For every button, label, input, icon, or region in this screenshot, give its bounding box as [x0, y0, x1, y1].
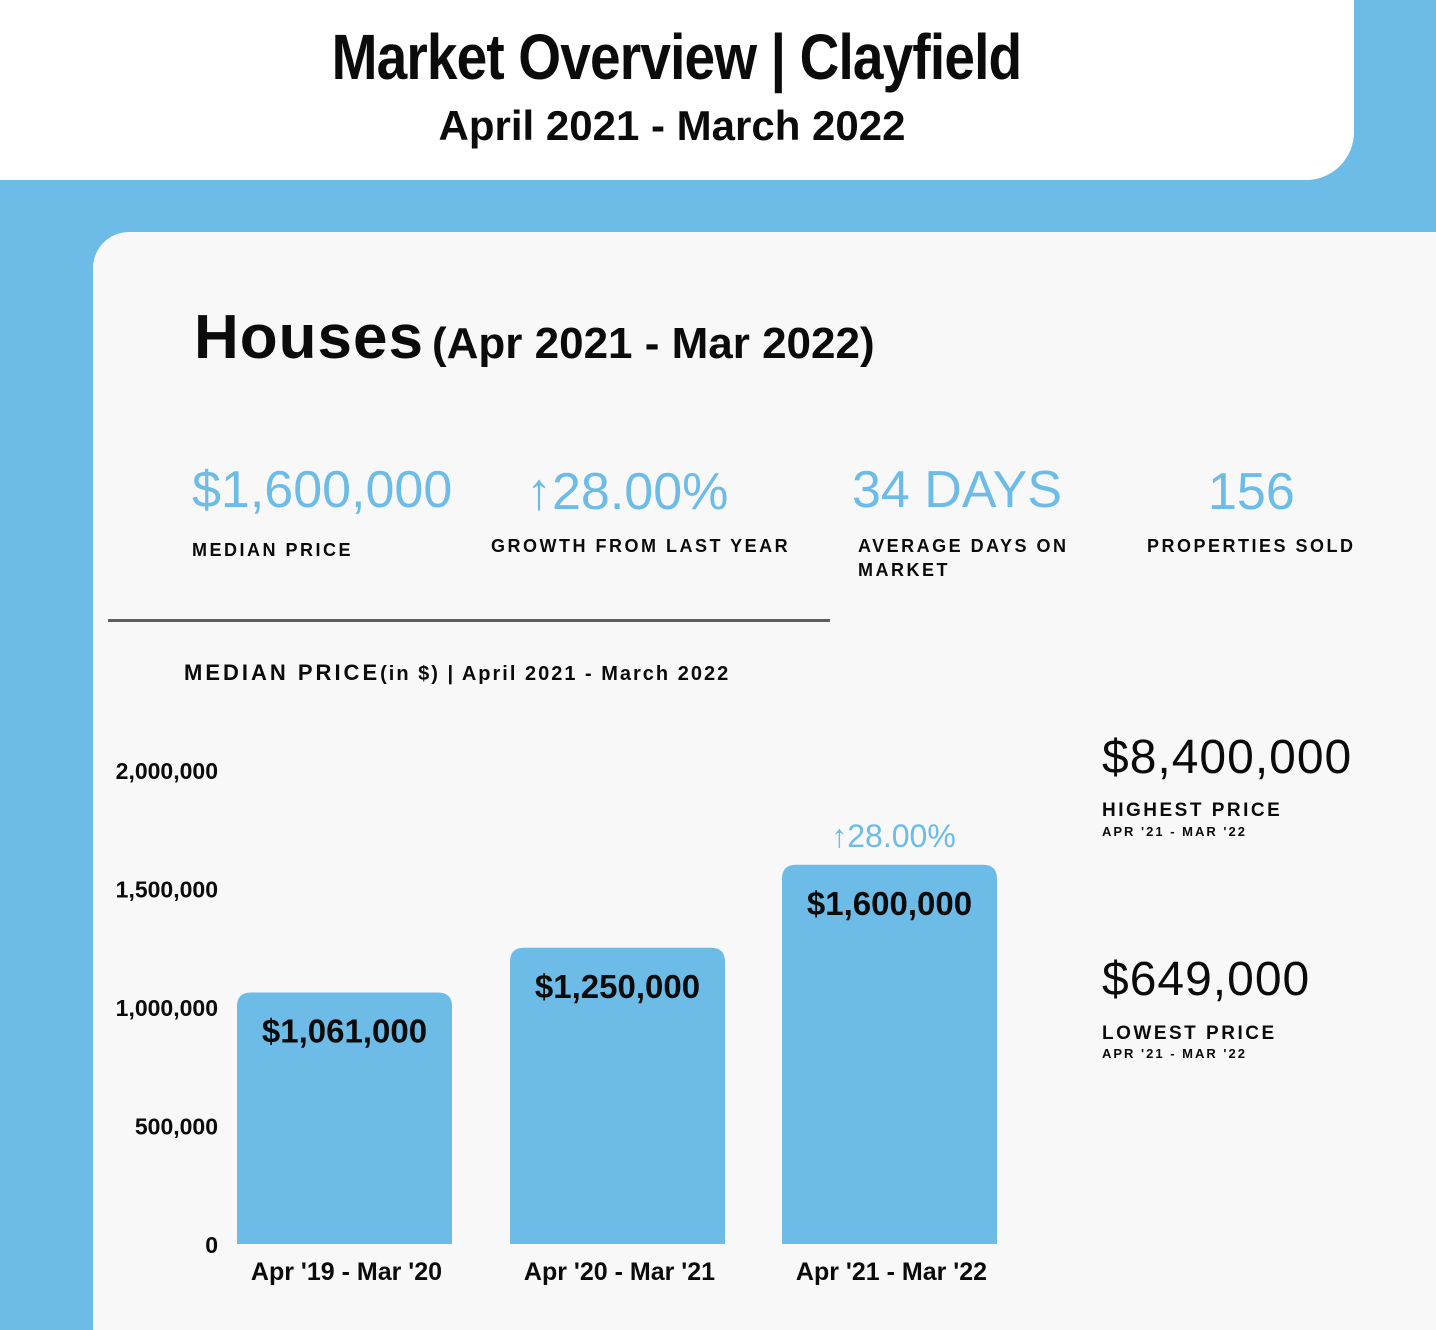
lowest-price-value: $649,000 [1102, 953, 1311, 1006]
y-tick-label: 0 [205, 1232, 218, 1258]
stat-days-label: AVERAGE DAYS ON MARKET [858, 534, 1069, 582]
highest-price-period: APR '21 - MAR '22 [1102, 824, 1247, 839]
growth-annotation: ↑28.00% [831, 818, 956, 854]
stat-growth-number: 28.00% [552, 463, 729, 521]
stat-median-price-label: MEDIAN PRICE [192, 540, 354, 560]
lowest-price-label: LOWEST PRICE [1102, 1023, 1277, 1044]
chart-caption-sub: (in $) | April 2021 - March 2022 [380, 663, 731, 685]
bar-value-label: $1,250,000 [535, 968, 700, 1005]
highest-price-value: $8,400,000 [1102, 731, 1353, 784]
section-title-main: Houses [194, 303, 424, 372]
stat-growth-value: ↑28.00% [526, 462, 728, 522]
page-subtitle: April 2021 - March 2022 [438, 102, 906, 149]
y-tick-label: 500,000 [135, 1114, 218, 1140]
stat-days-label-line1: AVERAGE DAYS ON [858, 536, 1069, 556]
y-tick-label: 1,500,000 [116, 877, 218, 903]
chart-caption: MEDIAN PRICE(in $) | April 2021 - March … [184, 660, 730, 686]
chart-caption-main: MEDIAN PRICE [184, 660, 381, 685]
section-title-period: (Apr 2021 - Mar 2022) [431, 319, 875, 368]
stat-days-value: 34 DAYS [852, 461, 1063, 519]
x-tick-label: Apr '20 - Mar '21 [524, 1258, 715, 1286]
bar-value-label: $1,600,000 [807, 885, 972, 922]
page-title: Market Overview | Clayfield [331, 21, 1023, 93]
bar [782, 864, 997, 1244]
y-tick-label: 2,000,000 [116, 758, 218, 784]
highest-price-label: HIGHEST PRICE [1102, 800, 1283, 821]
stat-days-label-line2: MARKET [858, 560, 950, 580]
divider [108, 619, 830, 622]
stat-sold-value: 156 [1208, 463, 1295, 521]
stat-sold-label: PROPERTIES SOLD [1147, 536, 1356, 556]
bar [510, 947, 725, 1244]
x-tick-label: Apr '19 - Mar '20 [251, 1258, 442, 1286]
x-tick-label: Apr '21 - Mar '22 [796, 1258, 987, 1286]
stat-median-price-value: $1,600,000 [192, 461, 453, 519]
y-tick-label: 1,000,000 [116, 995, 218, 1021]
header-card [0, 0, 1354, 180]
section-title: Houses (Apr 2021 - Mar 2022) [194, 302, 875, 373]
stat-growth-label: GROWTH FROM LAST YEAR [491, 536, 791, 556]
bar-value-label: $1,061,000 [262, 1013, 427, 1050]
arrow-up-icon: ↑ [526, 463, 552, 521]
lowest-price-period: APR '21 - MAR '22 [1102, 1046, 1247, 1061]
bar [237, 992, 452, 1244]
